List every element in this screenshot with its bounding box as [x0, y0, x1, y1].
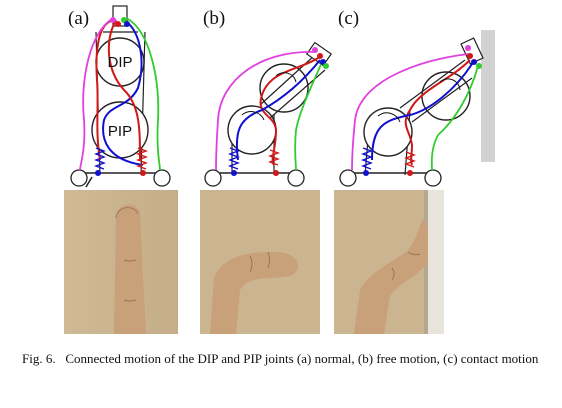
figure-caption-text: Connected motion of the DIP and PIP join… [65, 351, 539, 366]
figure-caption: Fig. 6. Connected motion of the DIP and … [22, 350, 542, 367]
photo-b [200, 190, 320, 334]
base-pulley-left [70, 169, 88, 187]
panel-label-a: (a) [68, 8, 90, 29]
pip-joint-c [363, 107, 413, 157]
panel-label-c: (c) [338, 8, 360, 29]
dip-joint-b [259, 63, 309, 113]
mechanism-c [339, 37, 484, 187]
base-pulley-right [153, 169, 171, 187]
photo-a [64, 190, 178, 334]
dip-label: DIP [107, 54, 132, 71]
photo-c [334, 190, 444, 334]
contact-wall [481, 30, 495, 162]
mechanism-b [204, 41, 333, 187]
pip-label: PIP [108, 123, 132, 140]
pip-joint-b [227, 105, 277, 155]
mechanism-a [70, 5, 171, 188]
figure-number: Fig. 6. [22, 351, 56, 366]
panel-label-b: (b) [203, 8, 226, 29]
